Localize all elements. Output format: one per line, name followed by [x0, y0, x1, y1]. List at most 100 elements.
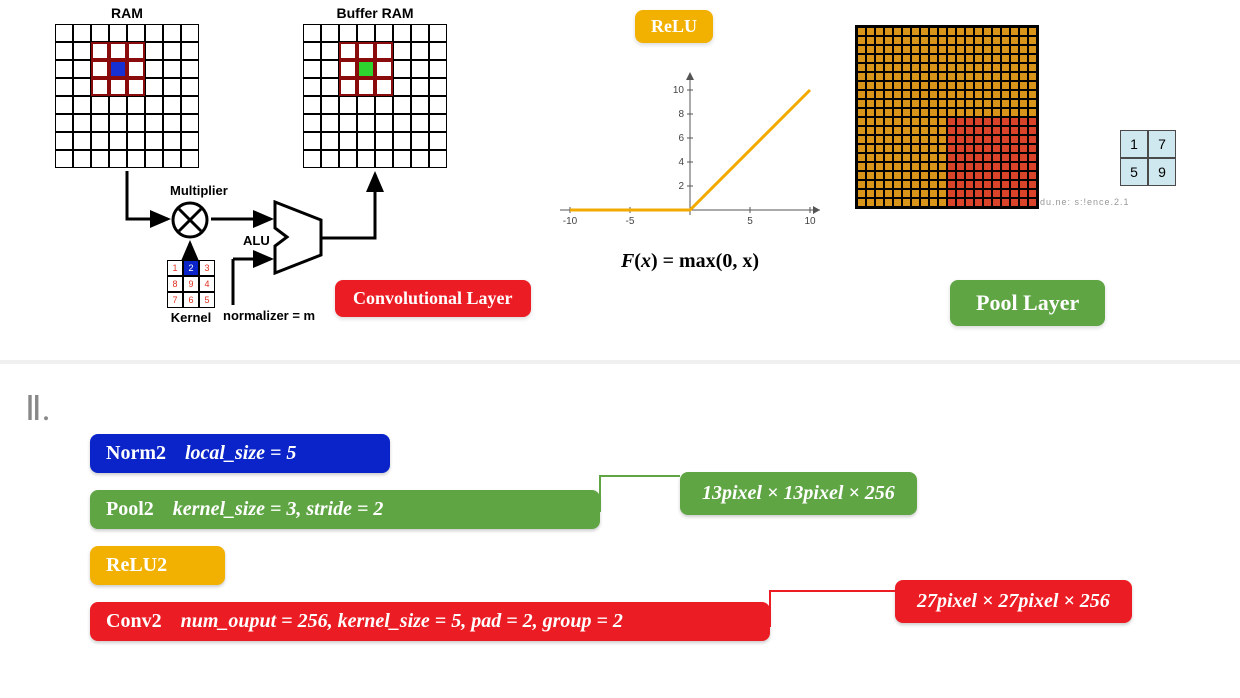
- pool-output-cell: 1: [1120, 130, 1148, 158]
- pool-grid-cell: [893, 99, 902, 108]
- pool-grid-cell: [1019, 108, 1028, 117]
- pool-grid-cell: [1001, 180, 1010, 189]
- memory-cell: [393, 150, 411, 168]
- memory-cell: [429, 78, 447, 96]
- pool-grid-cell: [884, 63, 893, 72]
- pool-grid-cell: [866, 90, 875, 99]
- pool-grid-cell: [983, 153, 992, 162]
- pool-grid-cell: [920, 45, 929, 54]
- memory-cell: [145, 96, 163, 114]
- pool-grid-cell: [884, 135, 893, 144]
- pool-output-cell: 9: [1148, 158, 1176, 186]
- pool-grid-cell: [965, 108, 974, 117]
- pool-grid-cell: [911, 189, 920, 198]
- pool-grid-cell: [893, 81, 902, 90]
- pool-grid-cell: [956, 198, 965, 207]
- kernel-cell: 7: [167, 292, 183, 308]
- svg-text:8: 8: [678, 109, 684, 120]
- memory-cell: [339, 96, 357, 114]
- pool-grid-cell: [938, 54, 947, 63]
- pool-layer-badge: Pool Layer: [950, 280, 1105, 326]
- memory-cell: [357, 42, 375, 60]
- pool-grid-cell: [875, 36, 884, 45]
- pool-grid-cell: [1028, 99, 1037, 108]
- pool-grid-cell: [893, 153, 902, 162]
- memory-cell: [181, 96, 199, 114]
- pool-grid-cell: [902, 171, 911, 180]
- pool-grid-cell: [974, 27, 983, 36]
- memory-cell: [127, 150, 145, 168]
- pool-grid-cell: [992, 108, 1001, 117]
- memory-cell: [55, 24, 73, 42]
- top-section: RAM Buffer RAM Multiplier ALU 12389476: [0, 0, 1240, 360]
- pool-grid-cell: [938, 45, 947, 54]
- ram-grid: [55, 24, 199, 168]
- pool-grid-cell: [947, 180, 956, 189]
- memory-cell: [127, 78, 145, 96]
- memory-cell: [109, 24, 127, 42]
- pool-grid-cell: [902, 63, 911, 72]
- pool-grid-cell: [1001, 108, 1010, 117]
- memory-cell: [181, 60, 199, 78]
- memory-cell: [73, 114, 91, 132]
- pool-grid-cell: [929, 153, 938, 162]
- pool-grid-cell: [857, 189, 866, 198]
- memory-cell: [339, 24, 357, 42]
- memory-cell: [55, 60, 73, 78]
- pool-grid-cell: [947, 54, 956, 63]
- pool-grid-cell: [974, 117, 983, 126]
- pool-grid-cell: [857, 99, 866, 108]
- alu-icon: [273, 200, 323, 275]
- pool-grid-cell: [983, 99, 992, 108]
- memory-cell: [109, 60, 127, 78]
- kernel-cell: 6: [183, 292, 199, 308]
- pool-grid-cell: [974, 180, 983, 189]
- pool-grid-cell: [1010, 90, 1019, 99]
- pool-grid-cell: [902, 54, 911, 63]
- memory-cell: [339, 150, 357, 168]
- pool-grid-cell: [1019, 162, 1028, 171]
- pool-grid-cell: [866, 126, 875, 135]
- pool-grid-cell: [875, 171, 884, 180]
- layer-params: num_ouput = 256, kernel_size = 5, pad = …: [181, 610, 623, 632]
- pool-grid-cell: [857, 72, 866, 81]
- pool-grid-cell: [992, 189, 1001, 198]
- pool-grid-cell: [857, 54, 866, 63]
- pool-grid-cell: [857, 117, 866, 126]
- pool-grid-cell: [893, 180, 902, 189]
- memory-cell: [303, 96, 321, 114]
- pool-grid-cell: [992, 117, 1001, 126]
- pool-grid-cell: [875, 198, 884, 207]
- pool-grid-cell: [884, 27, 893, 36]
- pool-grid-cell: [992, 135, 1001, 144]
- buffer-ram-grid: [303, 24, 447, 168]
- pool-grid-cell: [875, 144, 884, 153]
- pool-grid-cell: [911, 162, 920, 171]
- memory-cell: [163, 114, 181, 132]
- pool-grid-cell: [974, 99, 983, 108]
- pool-grid-cell: [947, 108, 956, 117]
- pool-grid-cell: [965, 54, 974, 63]
- pool-grid-cell: [947, 153, 956, 162]
- pool-grid-cell: [947, 144, 956, 153]
- pool-grid-cell: [1019, 126, 1028, 135]
- pool-grid-cell: [974, 135, 983, 144]
- pool-grid-cell: [884, 126, 893, 135]
- multiplier: [170, 200, 210, 245]
- memory-cell: [429, 42, 447, 60]
- pool-grid-cell: [911, 198, 920, 207]
- pool-grid-cell: [875, 54, 884, 63]
- memory-cell: [321, 24, 339, 42]
- pool-grid-cell: [875, 72, 884, 81]
- memory-cell: [303, 114, 321, 132]
- layer-relu2: ReLU2: [90, 546, 225, 585]
- pool-grid-cell: [938, 189, 947, 198]
- memory-cell: [321, 78, 339, 96]
- memory-cell: [163, 150, 181, 168]
- pool-grid-cell: [929, 126, 938, 135]
- pool-grid-cell: [974, 90, 983, 99]
- pool-grid-cell: [983, 81, 992, 90]
- pool-grid-cell: [902, 135, 911, 144]
- layer-name: Conv2: [106, 610, 162, 632]
- pool-grid-cell: [947, 117, 956, 126]
